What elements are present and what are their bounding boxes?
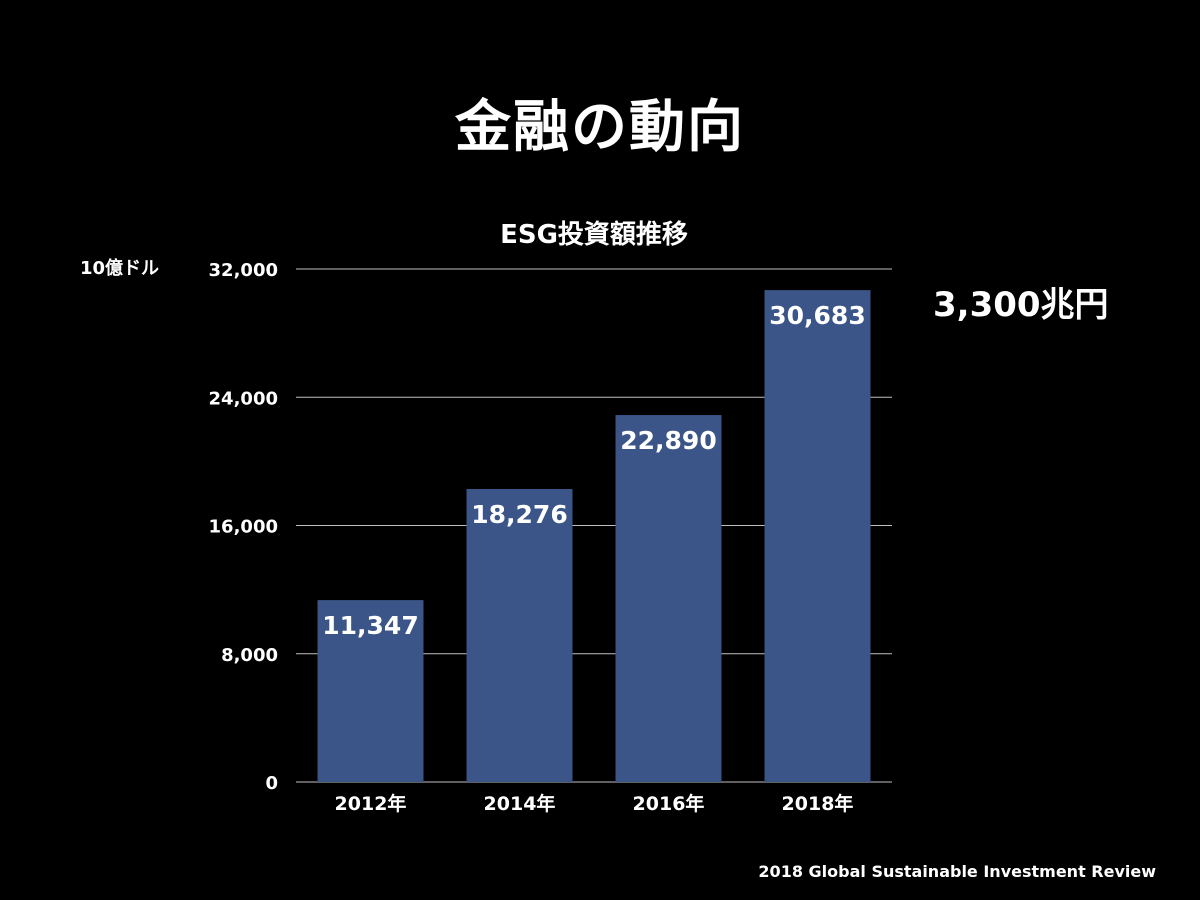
- bar-value-label: 18,276: [471, 500, 567, 529]
- y-tick-label: 0: [265, 773, 278, 794]
- bars: [317, 290, 871, 782]
- bar: [764, 290, 871, 782]
- y-tick-label: 16,000: [209, 517, 278, 538]
- bar-value-labels: 11,347 18,276 22,890 30,683: [322, 301, 865, 640]
- chart-title: ESG投資額推移: [500, 220, 688, 250]
- slide-title: 金融の動向: [455, 95, 745, 160]
- y-tick-label: 8,000: [221, 645, 278, 666]
- source-credit: 2018 Global Sustainable Investment Revie…: [758, 862, 1156, 881]
- bar: [317, 600, 424, 782]
- x-tick-label: 2012年: [335, 792, 407, 815]
- y-axis-ticks: 0 8,000 16,000 24,000 32,000: [209, 260, 278, 794]
- bar-value-label: 11,347: [322, 611, 418, 640]
- y-tick-label: 24,000: [209, 388, 278, 409]
- total-callout: 3,300兆円: [933, 285, 1109, 325]
- x-tick-label: 2016年: [633, 792, 705, 815]
- bar-value-label: 30,683: [769, 301, 865, 330]
- x-tick-label: 2018年: [782, 792, 854, 815]
- bar: [466, 489, 573, 782]
- x-tick-label: 2014年: [484, 792, 556, 815]
- x-axis-ticks: 2012年 2014年 2016年 2018年: [335, 792, 854, 815]
- bar: [615, 415, 722, 782]
- y-axis-unit-label: 10億ドル: [80, 258, 160, 279]
- bar-value-label: 22,890: [620, 426, 716, 455]
- y-tick-label: 32,000: [209, 260, 278, 281]
